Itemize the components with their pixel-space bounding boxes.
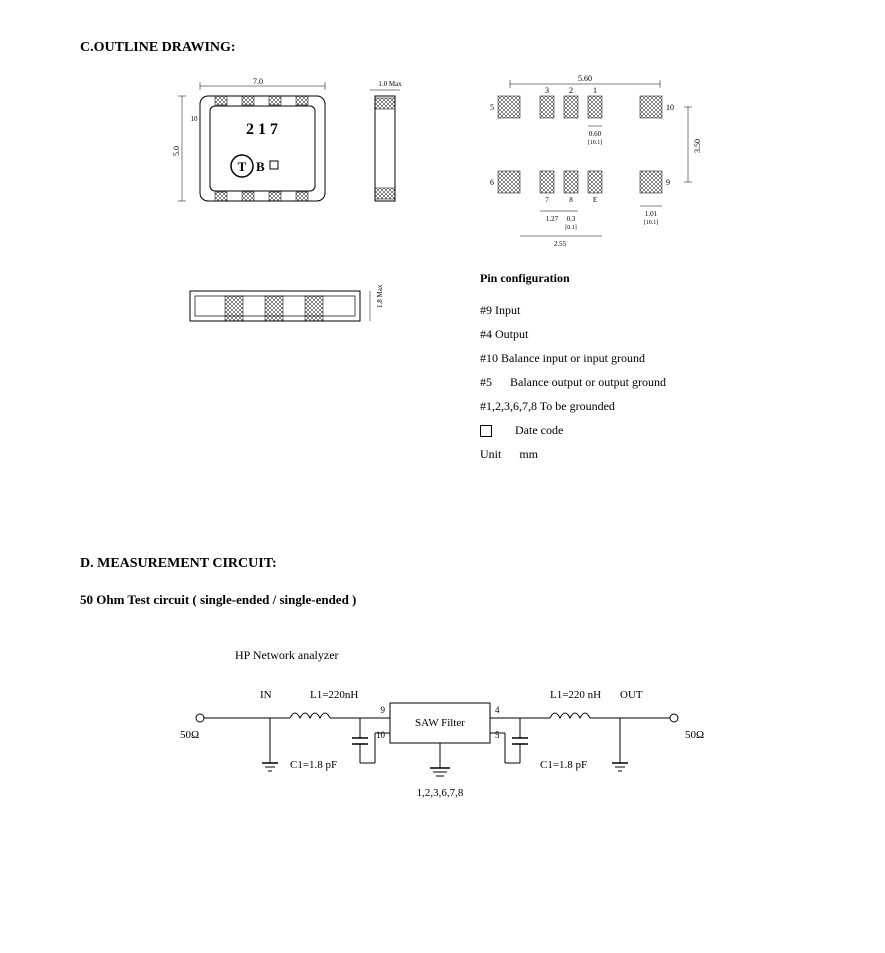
pin-9: #9 Input bbox=[480, 298, 666, 322]
fp-dim-03-tol: [0.1] bbox=[565, 225, 577, 231]
pin-4: #4 Output bbox=[480, 322, 666, 346]
pin4-label: 4 bbox=[495, 705, 500, 715]
section-d-title: D. MEASUREMENT CIRCUIT: bbox=[80, 556, 805, 572]
imp-left: 50Ω bbox=[180, 729, 199, 741]
fp-dim-03: 0.3 bbox=[567, 215, 576, 223]
fp-pad9: 9 bbox=[666, 178, 670, 187]
l1-left-label: L1=220nH bbox=[310, 689, 358, 701]
fp-pad10: 10 bbox=[666, 103, 674, 112]
pin-10: #10 Balance input or input ground bbox=[480, 346, 666, 370]
fp-dim-c-tol: [10.1] bbox=[588, 140, 603, 146]
imp-right: 50Ω bbox=[685, 729, 704, 741]
circuit-svg: IN L1=220nH L1=220 nH OUT 50Ω C1=1.8 pF … bbox=[160, 668, 720, 868]
date-code-label: Date code bbox=[515, 423, 563, 437]
section-d-subtitle: 50 Ohm Test circuit ( single-ended / sin… bbox=[80, 592, 805, 608]
in-label: IN bbox=[260, 689, 272, 701]
fp-dim-101-tol: [10.1] bbox=[644, 220, 659, 226]
fp-dim-350: 3.50 bbox=[693, 139, 702, 153]
package-top-view: 7.0 5.0 10 2 1 7 T B bbox=[170, 76, 350, 226]
dim-height: 5.0 bbox=[172, 146, 181, 156]
package-side-view: 1.0 Max bbox=[360, 76, 420, 226]
pin-5: #5 Balance output or output ground bbox=[480, 370, 666, 394]
fp-pad3: 3 bbox=[545, 86, 549, 95]
dim-profile-h: 1.8 Max bbox=[376, 284, 384, 308]
fp-pad7: 7 bbox=[545, 196, 549, 204]
fp-pad1: 1 bbox=[593, 86, 597, 95]
date-code-line: Date code bbox=[480, 418, 666, 442]
fp-pad2: 2 bbox=[569, 86, 573, 95]
dim-width: 7.0 bbox=[253, 77, 263, 86]
unit-line: Unit mm bbox=[480, 442, 666, 466]
fp-pad6: 6 bbox=[490, 178, 494, 187]
marking-217: 2 1 7 bbox=[246, 121, 278, 138]
section-c-title: C.OUTLINE DRAWING: bbox=[80, 40, 805, 56]
pin-configuration: Pin configuration #9 Input #4 Output #10… bbox=[480, 266, 666, 466]
footprint-view: 5.60 5 3 2 1 10 6 9 7 8 E 0.60 [10.1] 3.… bbox=[460, 66, 720, 266]
out-label: OUT bbox=[620, 689, 643, 701]
measurement-circuit: HP Network analyzer IN L1=220nH L1=220 n… bbox=[200, 648, 805, 878]
pin-config-heading: Pin configuration bbox=[480, 266, 666, 290]
pin10-label: 10 bbox=[376, 730, 386, 740]
dim-side: 1.0 Max bbox=[378, 80, 402, 88]
l1-right-label: L1=220 nH bbox=[550, 689, 601, 701]
svg-text:B: B bbox=[256, 159, 265, 174]
c1-right-label: C1=1.8 pF bbox=[540, 759, 587, 771]
pins-grounded: #1,2,3,6,7,8 To be grounded bbox=[480, 394, 666, 418]
saw-filter-label: SAW Filter bbox=[415, 717, 465, 729]
fp-pad5: 5 bbox=[490, 103, 494, 112]
fp-dim-c: 0.60 bbox=[589, 130, 602, 138]
svg-text:T: T bbox=[238, 159, 247, 174]
analyzer-label: HP Network analyzer bbox=[235, 648, 339, 663]
pin9-label: 9 bbox=[381, 705, 386, 715]
c1-left-label: C1=1.8 pF bbox=[290, 759, 337, 771]
fp-pad8: 8 bbox=[569, 196, 573, 204]
fp-dim-255: 2.55 bbox=[554, 240, 567, 248]
package-profile-view: 1.8 Max bbox=[170, 276, 400, 336]
fp-width: 5.60 bbox=[578, 74, 592, 83]
datecode-symbol bbox=[480, 425, 492, 437]
gnd-pins-label: 1,2,3,6,7,8 bbox=[417, 787, 464, 799]
dim-10: 10 bbox=[191, 115, 199, 123]
fp-padE: E bbox=[593, 196, 597, 204]
pin5-label: 5 bbox=[495, 730, 500, 740]
fp-dim-127: 1.27 bbox=[546, 215, 559, 223]
fp-dim-101: 1.01 bbox=[645, 210, 658, 218]
outline-drawing-area: 7.0 5.0 10 2 1 7 T B 1.0 Max bbox=[130, 76, 805, 526]
